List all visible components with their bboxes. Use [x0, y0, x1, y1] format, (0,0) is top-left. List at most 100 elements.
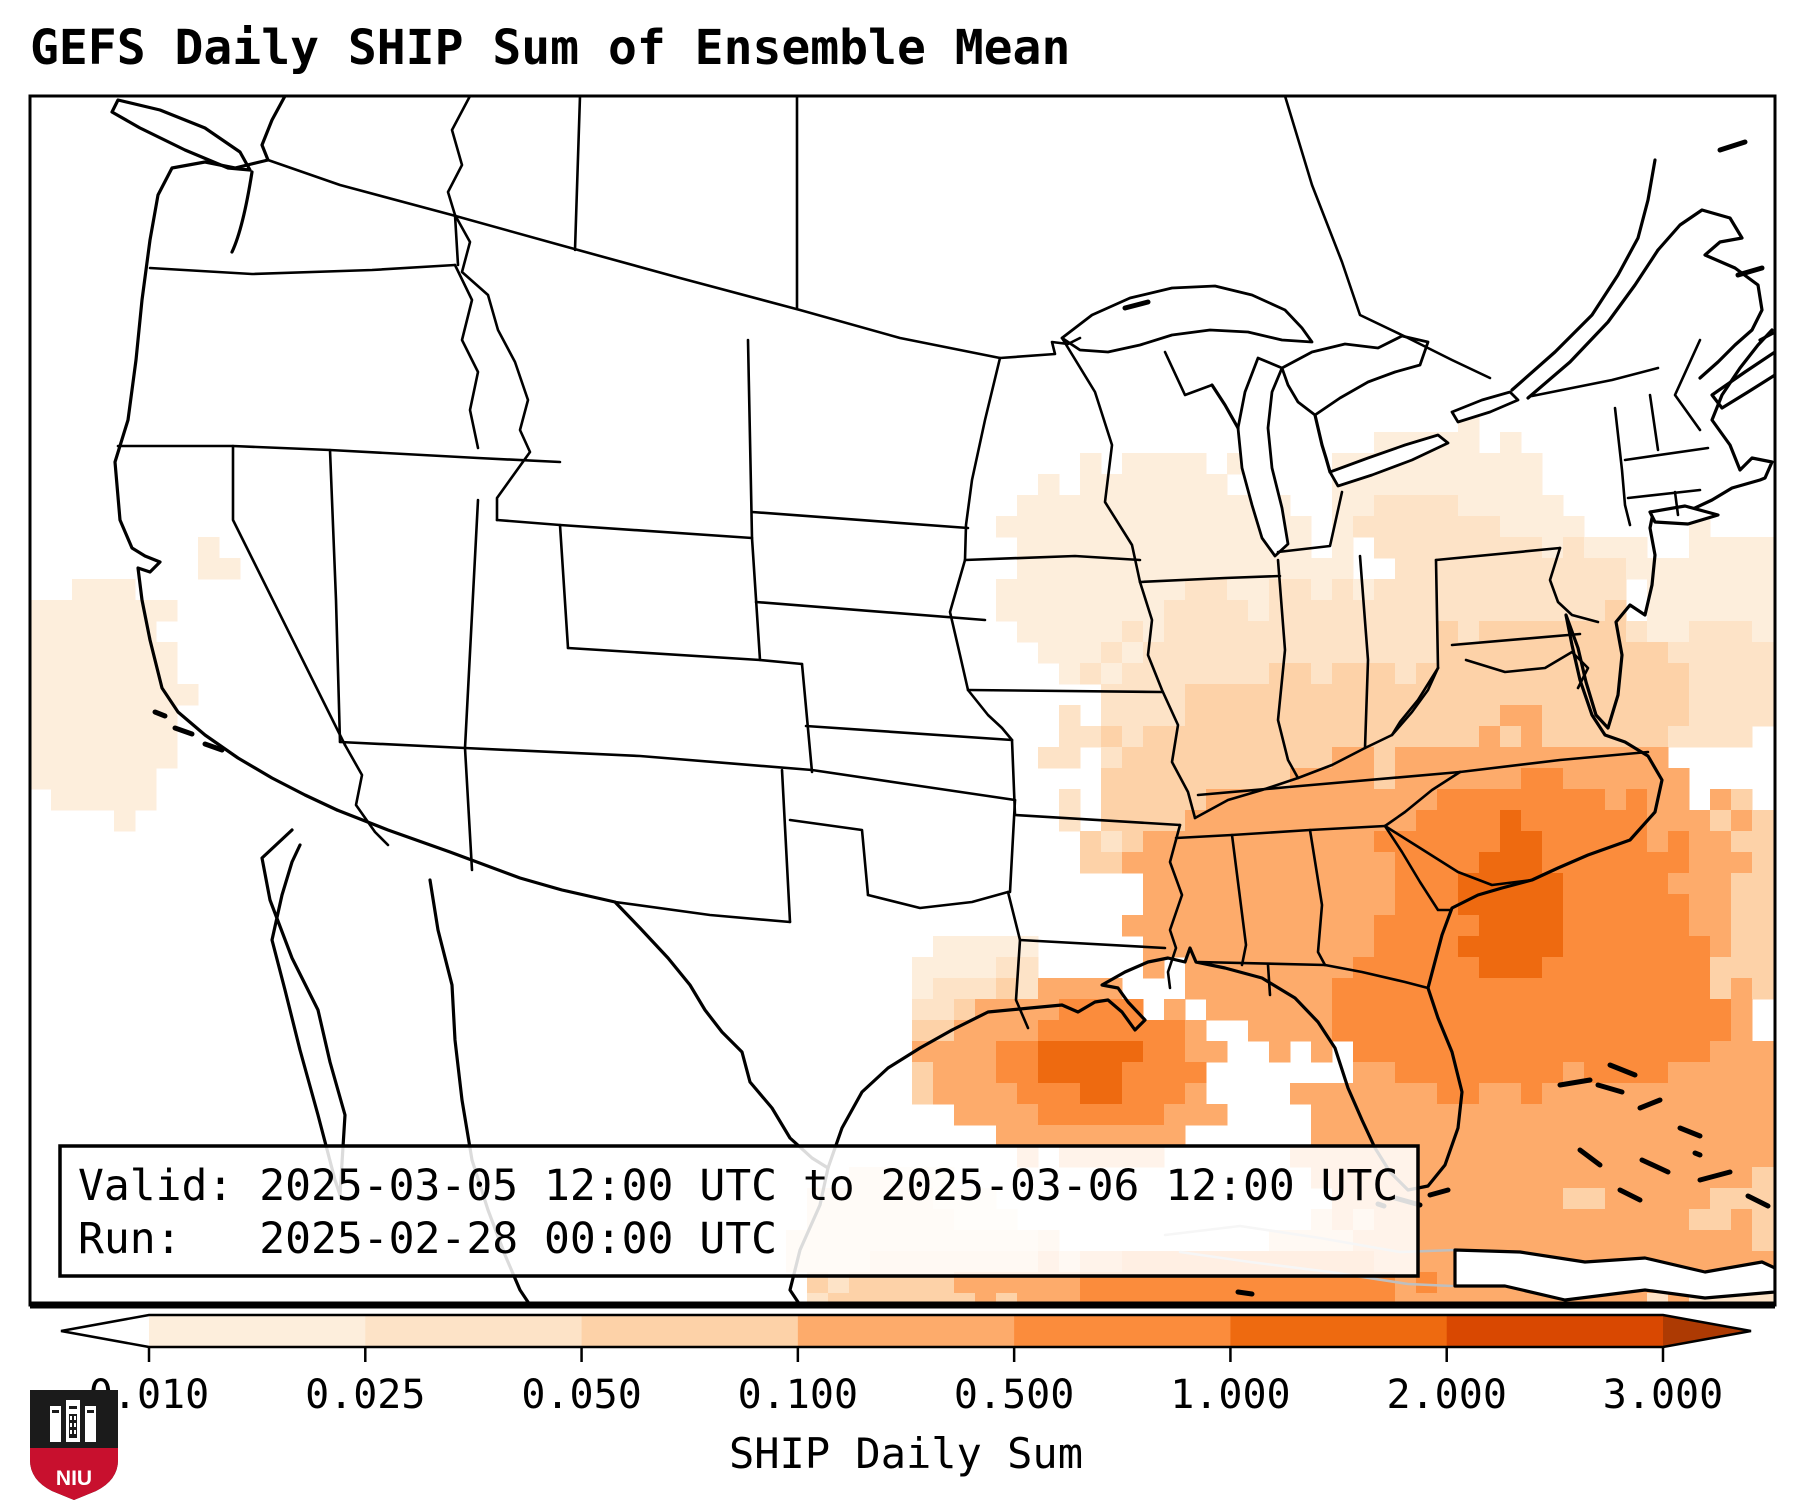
ship-heatmap-layer — [30, 411, 1775, 1305]
heat-cell — [1584, 873, 1606, 895]
heat-cell — [1248, 747, 1270, 769]
heat-cell — [1479, 789, 1501, 811]
heat-cell — [1164, 474, 1186, 496]
heat-cell — [1437, 537, 1459, 559]
heat-cell — [1374, 999, 1396, 1021]
heat-cell — [1080, 1125, 1102, 1147]
heat-cell — [1332, 768, 1354, 790]
heat-cell — [1311, 705, 1333, 727]
heat-cell — [1395, 558, 1417, 580]
heat-cell — [1122, 453, 1144, 475]
heat-cell — [954, 1104, 976, 1126]
green-bay — [1210, 383, 1240, 430]
heat-cell — [1458, 957, 1480, 979]
heat-cell — [1206, 537, 1228, 559]
heat-cell — [1584, 1104, 1606, 1126]
heat-cell — [1563, 684, 1585, 706]
heat-cell — [1101, 789, 1123, 811]
heat-cell — [1038, 1125, 1060, 1147]
heat-cell — [1710, 831, 1732, 853]
heat-cell — [1752, 1209, 1774, 1231]
35n-border — [1174, 824, 1387, 840]
heat-cell — [1584, 642, 1606, 664]
heat-cell — [1500, 558, 1522, 580]
heat-cell — [1122, 663, 1144, 685]
heat-cell — [1374, 663, 1396, 685]
heat-cell — [1479, 474, 1501, 496]
potomac-border — [1464, 650, 1590, 690]
heat-cell — [1206, 642, 1228, 664]
heat-cell — [1647, 1104, 1669, 1126]
heat-cell — [1731, 1209, 1753, 1231]
heat-cell — [1668, 579, 1690, 601]
heat-cell — [1353, 621, 1375, 643]
colorbar-ticks — [147, 1347, 1665, 1362]
heat-cell — [1689, 1209, 1711, 1231]
heat-cell — [1416, 705, 1438, 727]
heat-cell — [1122, 516, 1144, 538]
heat-cell — [1521, 768, 1543, 790]
heat-cell — [1017, 1083, 1039, 1105]
ma-south-border — [1626, 488, 1702, 500]
heat-cell — [72, 600, 94, 622]
or-id-border — [453, 263, 480, 450]
heat-cell — [1038, 474, 1060, 496]
heat-cell — [1542, 663, 1564, 685]
heat-cell — [1311, 663, 1333, 685]
heat-cell — [1395, 1125, 1417, 1147]
heat-cell — [1059, 1125, 1081, 1147]
heat-cell — [1206, 768, 1228, 790]
oh-pa-border — [1434, 558, 1440, 670]
heat-cell — [1248, 999, 1270, 1021]
heat-cell — [1689, 1083, 1711, 1105]
heat-cell — [1752, 936, 1774, 958]
heat-cell — [996, 1062, 1018, 1084]
mn-west-border — [963, 356, 1002, 562]
niu-shield-band — [30, 1448, 118, 1500]
heat-cell — [1563, 726, 1585, 748]
heat-cell — [1332, 495, 1354, 517]
heat-cell — [1332, 1125, 1354, 1147]
colorbar-segment — [1446, 1315, 1664, 1347]
heat-cell — [1437, 789, 1459, 811]
id-mt-border — [453, 213, 532, 522]
heat-cell — [1227, 558, 1249, 580]
heat-cell — [1479, 1125, 1501, 1147]
heat-cell — [1521, 1146, 1543, 1168]
heat-cell — [1521, 957, 1543, 979]
heat-cell — [1206, 600, 1228, 622]
heat-cell — [1311, 1125, 1333, 1147]
heat-cell — [1500, 1209, 1522, 1231]
heat-cell — [1584, 1020, 1606, 1042]
heat-cell — [996, 600, 1018, 622]
heat-cell — [1668, 789, 1690, 811]
heat-cell — [1542, 1125, 1564, 1147]
heat-cell — [1185, 537, 1207, 559]
heat-cell — [1521, 894, 1543, 916]
heat-cell — [1143, 747, 1165, 769]
heat-cell — [1374, 1104, 1396, 1126]
heat-cell — [1584, 957, 1606, 979]
heat-cell — [1710, 852, 1732, 874]
ca-nv-border — [231, 444, 347, 747]
heat-cell — [1752, 579, 1774, 601]
heat-cell — [1626, 936, 1648, 958]
heat-cell — [1668, 684, 1690, 706]
heat-cell — [1395, 516, 1417, 538]
heat-cell — [1059, 642, 1081, 664]
heat-cell — [1479, 642, 1501, 664]
heat-cell — [1752, 1167, 1774, 1189]
heat-cell — [1416, 1020, 1438, 1042]
heat-cell — [1059, 810, 1081, 832]
heat-cell — [1059, 1020, 1081, 1042]
heat-cell — [1416, 726, 1438, 748]
heat-cell — [1689, 831, 1711, 853]
tn-nc-border — [1383, 770, 1462, 828]
ky-tn-va-border — [1196, 770, 1462, 797]
heat-cell — [1500, 684, 1522, 706]
heat-cell — [1500, 1041, 1522, 1063]
heat-cell — [1416, 852, 1438, 874]
heat-cell — [72, 705, 94, 727]
heat-cell — [30, 642, 52, 664]
